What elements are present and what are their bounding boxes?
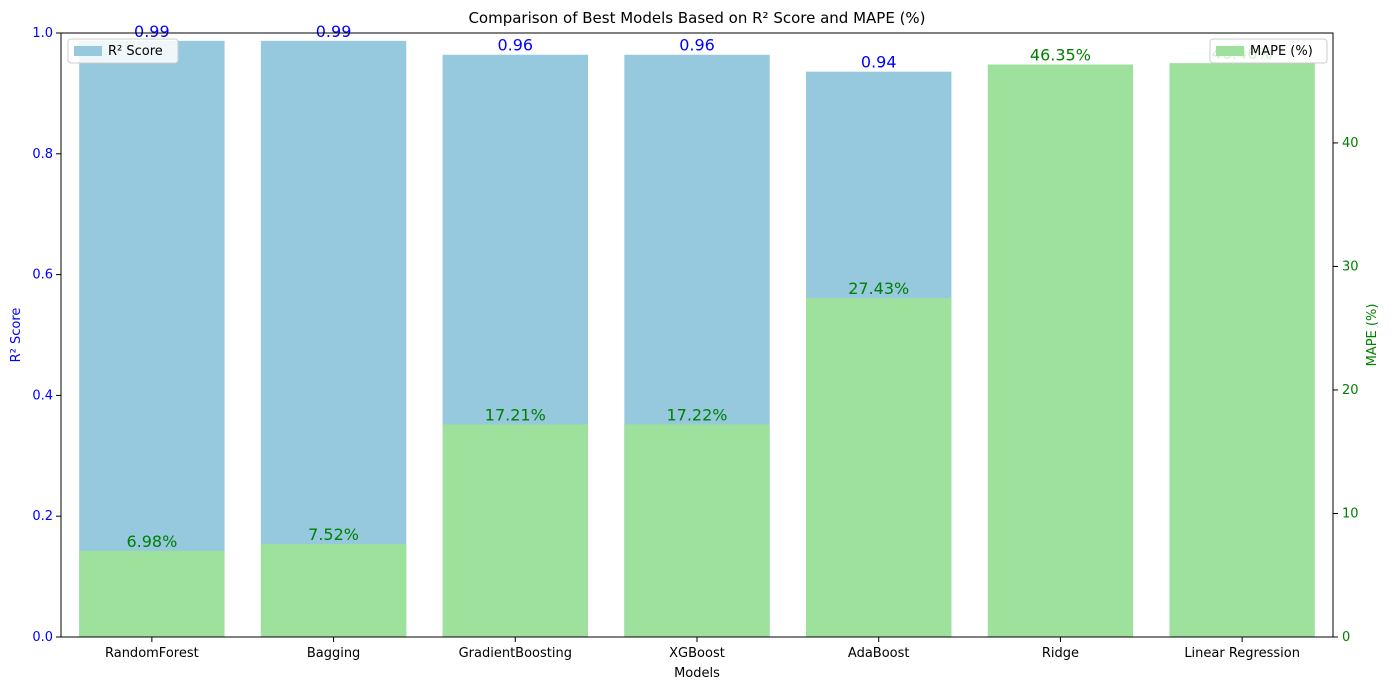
x-tick-5: Ridge [1042,646,1079,661]
bar-mape-5 [987,64,1134,637]
data-label-mape-3: 17.22% [666,405,727,424]
left-tick-5: 1.0 [32,26,53,41]
bar-mape-6 [1169,63,1315,637]
bar-mape-2 [442,424,588,637]
legend-label: MAPE (%) [1250,44,1313,59]
left-axis-label: R² Score [9,308,24,363]
left-tick-1: 0.2 [32,509,53,524]
legend-label: R² Score [108,44,163,59]
right-tick-2: 20 [1342,383,1359,398]
bar-mape-3 [624,424,770,637]
legend-swatch [74,46,102,56]
data-label-r2-4: 0.94 [861,53,897,72]
left-tick-2: 0.4 [32,388,53,403]
bar-mape-0 [79,550,225,637]
data-label-r2-0: 0.99 [134,22,170,41]
x-tick-1: Bagging [307,646,361,661]
x-tick-6: Linear Regression [1184,646,1300,661]
x-tick-3: XGBoost [669,646,725,661]
data-label-r2-3: 0.96 [679,36,715,55]
data-label-mape-2: 17.21% [485,405,546,424]
left-tick-4: 0.8 [32,147,53,162]
x-tick-2: GradientBoosting [459,646,572,661]
right-tick-0: 0 [1342,630,1350,645]
bar-r2-0 [79,40,225,638]
legend-swatch [1216,46,1244,56]
data-label-r2-2: 0.96 [497,36,533,55]
data-label-r2-1: 0.99 [316,22,352,41]
right-tick-1: 10 [1342,506,1359,521]
data-label-mape-4: 27.43% [848,279,909,298]
data-label-mape-0: 6.98% [126,532,177,551]
legend-mape: MAPE (%) [1209,38,1328,64]
x-tick-4: AdaBoost [848,646,910,661]
bar-mape-1 [260,544,407,637]
bar-r2-1 [260,40,407,638]
right-axis-label: MAPE (%) [1365,304,1380,367]
left-tick-0: 0.0 [32,630,53,645]
legend-r2: R² Score [67,38,179,64]
left-tick-3: 0.6 [32,268,53,283]
x-tick-0: RandomForest [105,646,199,661]
data-label-mape-1: 7.52% [308,525,359,544]
x-axis-label: Models [674,666,720,681]
right-tick-4: 40 [1342,136,1359,151]
data-label-mape-5: 46.35% [1030,45,1091,64]
chart-title: Comparison of Best Models Based on R² Sc… [468,9,925,27]
right-tick-3: 30 [1342,259,1359,274]
bar-mape-4 [806,298,952,637]
